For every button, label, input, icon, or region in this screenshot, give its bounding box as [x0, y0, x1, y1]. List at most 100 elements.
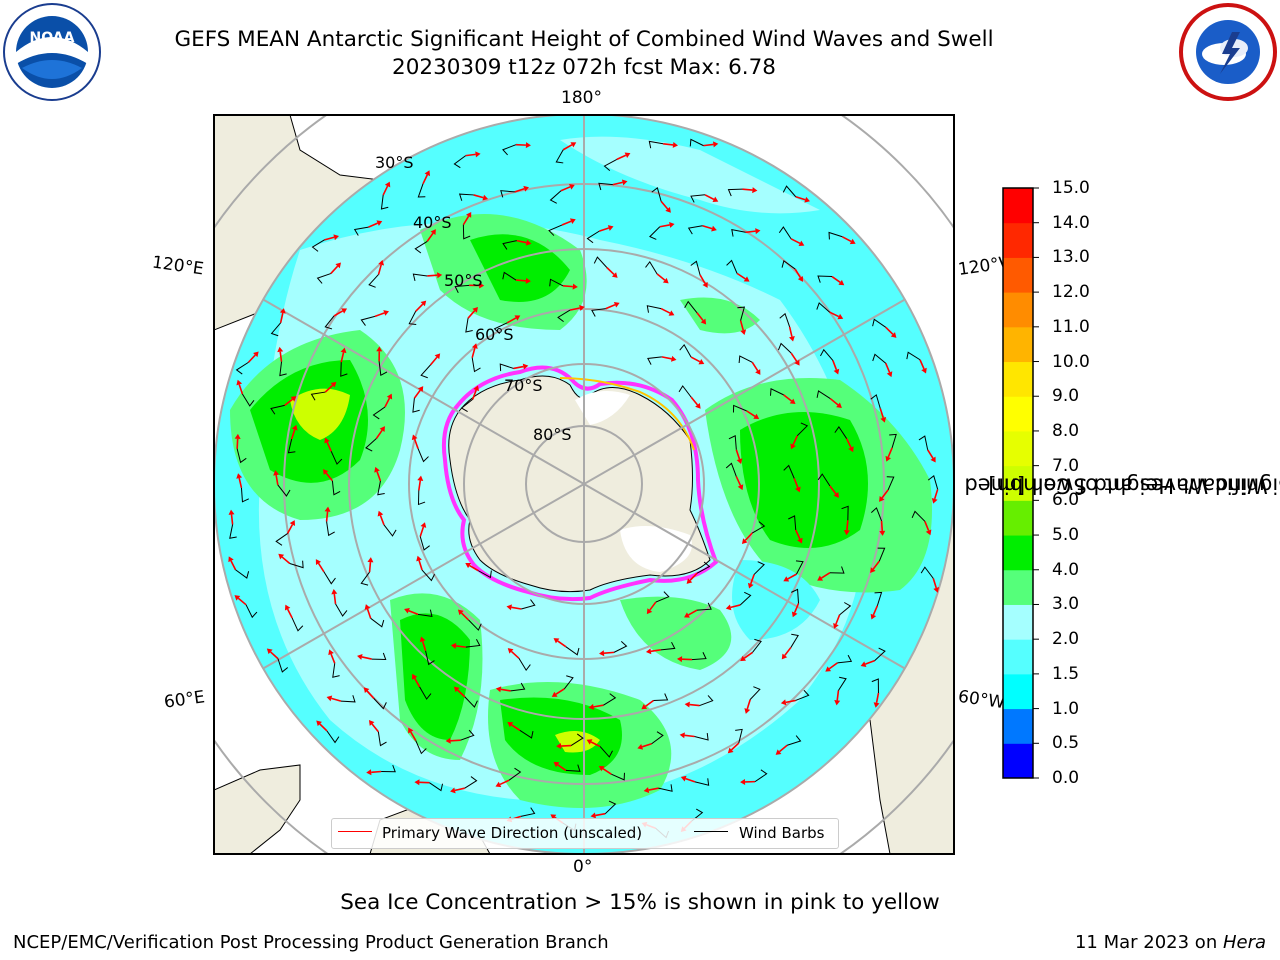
wind-barb	[839, 602, 852, 616]
wave-direction-arrow	[841, 236, 852, 243]
wave-direction-arrowhead	[797, 537, 803, 544]
wave-direction-arrow	[515, 279, 526, 282]
colorbar-bin	[1003, 222, 1033, 258]
wind-barb	[381, 764, 396, 773]
wave-direction-arrows	[228, 138, 940, 839]
wind-barb	[464, 776, 478, 789]
wave-direction-arrow	[829, 485, 837, 495]
wind-barb	[787, 735, 802, 746]
wave-direction-arrowhead	[737, 484, 744, 491]
wave-direction-arrowhead	[278, 553, 285, 560]
wave-direction-arrowhead	[833, 623, 839, 629]
wave-direction-arrow	[379, 515, 385, 526]
wave-direction-arrow	[746, 410, 756, 417]
wind-barb	[360, 315, 376, 326]
wave-direction-arrowhead	[598, 765, 605, 772]
wave-direction-arrowhead	[333, 234, 339, 241]
wave-direction-arrowhead	[411, 434, 418, 441]
wind-barb	[753, 561, 765, 575]
colorbar-frame	[1002, 187, 1034, 779]
wave-direction-arrowhead	[330, 381, 337, 388]
wave-direction-arrow	[237, 597, 247, 606]
wave-direction-arrow	[795, 529, 801, 540]
wind-barb	[383, 524, 397, 537]
wave-direction-arrow	[368, 562, 372, 573]
wave-direction-arrowhead	[725, 604, 732, 611]
wave-direction-arrowhead	[672, 141, 679, 148]
wind-barb	[570, 733, 584, 746]
wave-direction-arrow	[602, 768, 612, 775]
wind-barb	[340, 695, 356, 703]
colorbar-tick-label: 14.0	[1052, 212, 1090, 233]
wave-direction-arrowhead	[860, 661, 867, 667]
wave-direction-arrowhead	[684, 701, 690, 708]
wave-direction-arrow	[279, 312, 284, 323]
wind-barb	[454, 284, 470, 294]
wave-direction-arrow	[361, 656, 372, 660]
wave-direction-arrowhead	[479, 282, 485, 289]
wave-direction-arrowhead	[643, 787, 650, 793]
wave-direction-arrowhead	[747, 582, 754, 589]
wave-direction-arrowhead	[367, 557, 374, 563]
wave-direction-arrowhead	[419, 636, 426, 643]
title-line-1: GEFS MEAN Antarctic Significant Height o…	[174, 27, 994, 52]
noaa-logo: NOAA	[3, 3, 101, 101]
wind-barb	[649, 226, 661, 240]
wave-direction-arrow	[795, 195, 806, 201]
wave-direction-arrow	[790, 352, 798, 362]
wave-direction-arrowhead	[507, 648, 514, 654]
wave-direction-arrowhead	[568, 184, 575, 190]
wave-direction-arrow	[516, 239, 527, 244]
wave-direction-arrowhead	[817, 575, 824, 581]
wave-direction-arrow	[284, 398, 293, 407]
wave-direction-arrow	[326, 441, 332, 452]
wind-barb	[699, 695, 714, 707]
wind-barb	[555, 149, 564, 164]
wind-barb	[557, 309, 571, 323]
wind-barb	[779, 312, 791, 328]
wind-barb	[502, 271, 517, 281]
wind-barb	[353, 226, 369, 236]
noaa-logo-text: NOAA	[30, 30, 75, 46]
wind-barb	[735, 728, 743, 744]
wave-direction-arrow	[377, 264, 382, 275]
parallel-label-40s: 40°S	[413, 213, 452, 232]
wave-direction-arrowhead	[466, 211, 472, 218]
wind-barb	[874, 647, 886, 662]
wave-direction-arrow	[641, 742, 652, 748]
colorbar-tick-label: 1.0	[1052, 698, 1080, 719]
wave-direction-arrow	[413, 438, 419, 449]
wind-barb	[372, 406, 386, 420]
wind-barb	[326, 521, 335, 537]
wave-direction-arrowhead	[925, 529, 932, 536]
wave-direction-arrowhead	[921, 367, 927, 374]
wave-direction-arrow	[325, 472, 334, 482]
wave-direction-arrowhead	[525, 239, 532, 246]
wave-direction-arrow	[506, 317, 517, 324]
wind-barb	[690, 194, 705, 203]
wind-barb	[377, 480, 385, 496]
wind-barb	[519, 729, 534, 739]
wave-direction-arrowhead	[450, 642, 457, 649]
wave-direction-arrowhead	[849, 238, 856, 245]
wave-direction-arrowhead	[471, 343, 478, 349]
wind-barb	[332, 663, 340, 678]
wave-direction-arrow	[649, 601, 657, 611]
wind-barb	[378, 361, 388, 377]
wave-direction-arrowhead	[556, 743, 562, 750]
wave-direction-arrow	[429, 356, 438, 366]
wave-direction-arrow	[454, 787, 465, 792]
wind-barb	[603, 693, 617, 706]
wind-barb	[241, 393, 255, 407]
wave-direction-arrowhead	[930, 456, 936, 463]
colorbar-bin	[1003, 326, 1033, 363]
wave-direction-arrow	[704, 194, 715, 201]
wave-direction-arrow	[750, 574, 755, 585]
wave-direction-arrow	[828, 662, 838, 670]
wind-barb	[783, 464, 795, 479]
wave-direction-arrowhead	[679, 732, 685, 739]
wind-barb	[510, 682, 526, 692]
wave-direction-arrowhead	[680, 775, 687, 782]
wind-barb	[330, 451, 343, 465]
